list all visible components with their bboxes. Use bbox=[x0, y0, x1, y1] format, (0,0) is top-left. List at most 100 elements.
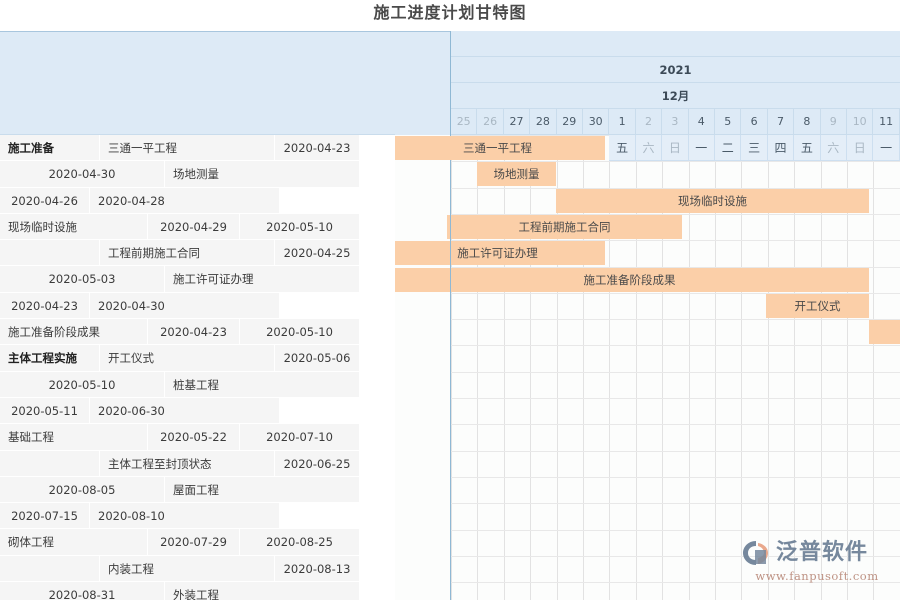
timeline-day-cell[interactable]: 8 bbox=[794, 109, 821, 135]
table-cell[interactable]: 工程前期施工合同 bbox=[100, 240, 275, 267]
timeline-weekday-cell: 四 bbox=[767, 135, 795, 162]
table-cell[interactable]: 2020-05-10 bbox=[240, 319, 360, 346]
table-cell[interactable]: 内装工程 bbox=[100, 555, 275, 583]
grid-line-horizontal bbox=[451, 292, 900, 294]
table-cell[interactable]: 2020-06-30 bbox=[90, 397, 280, 425]
table-cell[interactable]: 施工准备阶段成果 bbox=[0, 319, 148, 346]
gantt-bar[interactable] bbox=[869, 320, 900, 345]
timeline-day-cell[interactable]: 25 bbox=[451, 109, 478, 135]
table-row[interactable]: 施工准备阶段成果 2020-04-23 2020-05-10 bbox=[0, 319, 395, 346]
table-cell[interactable]: 2020-05-11 bbox=[0, 397, 90, 425]
table-cell[interactable]: 现场临时设施 bbox=[0, 213, 148, 241]
table-row[interactable]: 2020-08-31 外装工程 bbox=[0, 582, 395, 600]
grid-line-vertical bbox=[688, 135, 690, 600]
brand-watermark: 泛普软件 www.fanpusoft.com bbox=[742, 538, 892, 586]
gantt-bar[interactable]: 施工准备阶段成果 bbox=[395, 267, 869, 292]
table-cell[interactable]: 2020-04-25 bbox=[275, 240, 360, 267]
table-row[interactable]: 砌体工程 2020-07-29 2020-08-25 bbox=[0, 529, 395, 556]
table-cell[interactable]: 桩基工程 bbox=[165, 371, 360, 398]
table-row[interactable]: 2020-05-03 施工许可证办理 bbox=[0, 266, 395, 293]
table-row[interactable]: 2020-05-10 桩基工程 bbox=[0, 371, 395, 398]
gantt-timeline-panel[interactable]: 2021 12月 25 26 27 28 29 30 1 2 3 4 5 6 7 8 9 10 11 五六日一二… bbox=[395, 31, 900, 600]
timeline-day-cell[interactable]: 11 bbox=[873, 109, 900, 135]
timeline-day-cell[interactable]: 5 bbox=[715, 109, 742, 135]
timeline-day-cell[interactable]: 2 bbox=[635, 109, 663, 135]
table-cell[interactable]: 2020-05-06 bbox=[275, 345, 360, 372]
timeline-day-cell[interactable]: 7 bbox=[767, 109, 795, 135]
table-row[interactable]: 2020-04-30 场地测量 bbox=[0, 161, 395, 188]
task-table-body[interactable]: 施工准备 三通一平工程 2020-04-23 2020-04-30 场地测量 2020-0… bbox=[0, 135, 395, 600]
table-row[interactable]: 主体工程实施 开工仪式 2020-05-06 bbox=[0, 345, 395, 372]
table-cell[interactable]: 2020-04-23 bbox=[148, 319, 240, 346]
task-table-panel[interactable]: 施工准备 三通一平工程 2020-04-23 2020-04-30 场地测量 2020-0… bbox=[0, 31, 395, 600]
table-cell[interactable]: 2020-04-30 bbox=[90, 292, 280, 320]
gantt-bar[interactable]: 三通一平工程 bbox=[395, 136, 605, 160]
timeline-left-divider bbox=[450, 31, 451, 600]
table-cell[interactable]: 2020-05-10 bbox=[0, 371, 165, 398]
timeline-day-cell[interactable]: 30 bbox=[583, 109, 610, 135]
table-cell[interactable]: 2020-04-26 bbox=[0, 187, 90, 214]
table-row[interactable]: 现场临时设施 2020-04-29 2020-05-10 bbox=[0, 213, 395, 241]
gantt-bar[interactable]: 现场临时设施 bbox=[556, 188, 869, 213]
grid-line-horizontal bbox=[451, 398, 900, 399]
table-cell[interactable]: 屋面工程 bbox=[165, 476, 360, 504]
table-cell[interactable]: 2020-04-29 bbox=[148, 213, 240, 241]
table-cell[interactable] bbox=[0, 555, 100, 583]
table-cell[interactable]: 三通一平工程 bbox=[100, 135, 275, 162]
gantt-bar[interactable]: 施工许可证办理 bbox=[395, 241, 605, 266]
grid-line-horizontal bbox=[451, 529, 900, 531]
table-cell[interactable]: 2020-04-28 bbox=[90, 187, 280, 214]
table-cell[interactable]: 主体工程实施 bbox=[0, 345, 100, 372]
table-cell[interactable] bbox=[0, 450, 100, 477]
table-row[interactable]: 2020-08-05 屋面工程 bbox=[0, 476, 395, 504]
table-cell[interactable]: 外装工程 bbox=[165, 582, 360, 600]
table-cell[interactable]: 施工准备 bbox=[0, 135, 100, 162]
table-row[interactable]: 基础工程 2020-05-22 2020-07-10 bbox=[0, 424, 395, 451]
table-cell[interactable]: 2020-08-31 bbox=[0, 582, 165, 600]
table-cell[interactable]: 2020-05-22 bbox=[148, 424, 240, 451]
table-cell[interactable]: 2020-08-13 bbox=[275, 555, 360, 583]
table-cell[interactable]: 2020-04-23 bbox=[0, 292, 90, 320]
grid-line-horizontal bbox=[451, 476, 900, 478]
timeline-day-cell[interactable]: 27 bbox=[503, 109, 531, 135]
table-row[interactable]: 主体工程至封顶状态 2020-06-25 bbox=[0, 450, 395, 477]
table-row[interactable]: 2020-07-15 2020-08-10 bbox=[0, 503, 395, 530]
table-cell[interactable]: 2020-08-10 bbox=[90, 503, 280, 530]
table-cell[interactable]: 2020-04-23 bbox=[275, 135, 360, 162]
timeline-day-cell[interactable]: 10 bbox=[847, 109, 874, 135]
table-cell[interactable]: 施工许可证办理 bbox=[165, 266, 360, 293]
table-cell[interactable]: 开工仪式 bbox=[100, 345, 275, 372]
table-cell[interactable]: 2020-05-10 bbox=[240, 213, 360, 241]
timeline-day-cell[interactable]: 3 bbox=[662, 109, 689, 135]
table-cell[interactable]: 2020-07-29 bbox=[148, 529, 240, 556]
table-cell[interactable]: 砌体工程 bbox=[0, 529, 148, 556]
timeline-day-cell[interactable]: 28 bbox=[530, 109, 557, 135]
table-cell[interactable]: 2020-07-15 bbox=[0, 503, 90, 530]
table-row[interactable]: 施工准备 三通一平工程 2020-04-23 bbox=[0, 135, 395, 162]
table-cell[interactable]: 2020-04-30 bbox=[0, 161, 165, 188]
table-cell[interactable]: 2020-08-25 bbox=[240, 529, 360, 556]
timeline-day-cell[interactable]: 29 bbox=[556, 109, 583, 135]
gantt-bar[interactable]: 场地测量 bbox=[477, 162, 556, 187]
table-cell[interactable]: 2020-07-10 bbox=[240, 424, 360, 451]
table-cell[interactable]: 2020-08-05 bbox=[0, 476, 165, 504]
table-cell[interactable]: 主体工程至封顶状态 bbox=[100, 450, 275, 477]
table-cell[interactable]: 2020-06-25 bbox=[275, 450, 360, 477]
timeline-day-cell[interactable]: 4 bbox=[688, 109, 715, 135]
gantt-bar[interactable]: 开工仪式 bbox=[766, 293, 869, 318]
table-cell[interactable]: 2020-05-03 bbox=[0, 266, 165, 293]
table-row[interactable]: 内装工程 2020-08-13 bbox=[0, 555, 395, 583]
table-row[interactable]: 2020-05-11 2020-06-30 bbox=[0, 397, 395, 425]
table-cell[interactable]: 场地测量 bbox=[165, 161, 360, 188]
timeline-day-cell[interactable]: 26 bbox=[477, 109, 504, 135]
gantt-bar[interactable]: 工程前期施工合同 bbox=[447, 214, 682, 239]
table-row[interactable]: 2020-04-23 2020-04-30 bbox=[0, 292, 395, 320]
table-cell[interactable]: 基础工程 bbox=[0, 424, 148, 451]
timeline-band-empty bbox=[451, 31, 900, 57]
table-row[interactable]: 2020-04-26 2020-04-28 bbox=[0, 187, 395, 214]
timeline-day-cell[interactable]: 1 bbox=[609, 109, 636, 135]
timeline-day-cell[interactable]: 6 bbox=[741, 109, 768, 135]
timeline-day-cell[interactable]: 9 bbox=[820, 109, 847, 135]
table-cell[interactable] bbox=[0, 240, 100, 267]
table-row[interactable]: 工程前期施工合同 2020-04-25 bbox=[0, 240, 395, 267]
